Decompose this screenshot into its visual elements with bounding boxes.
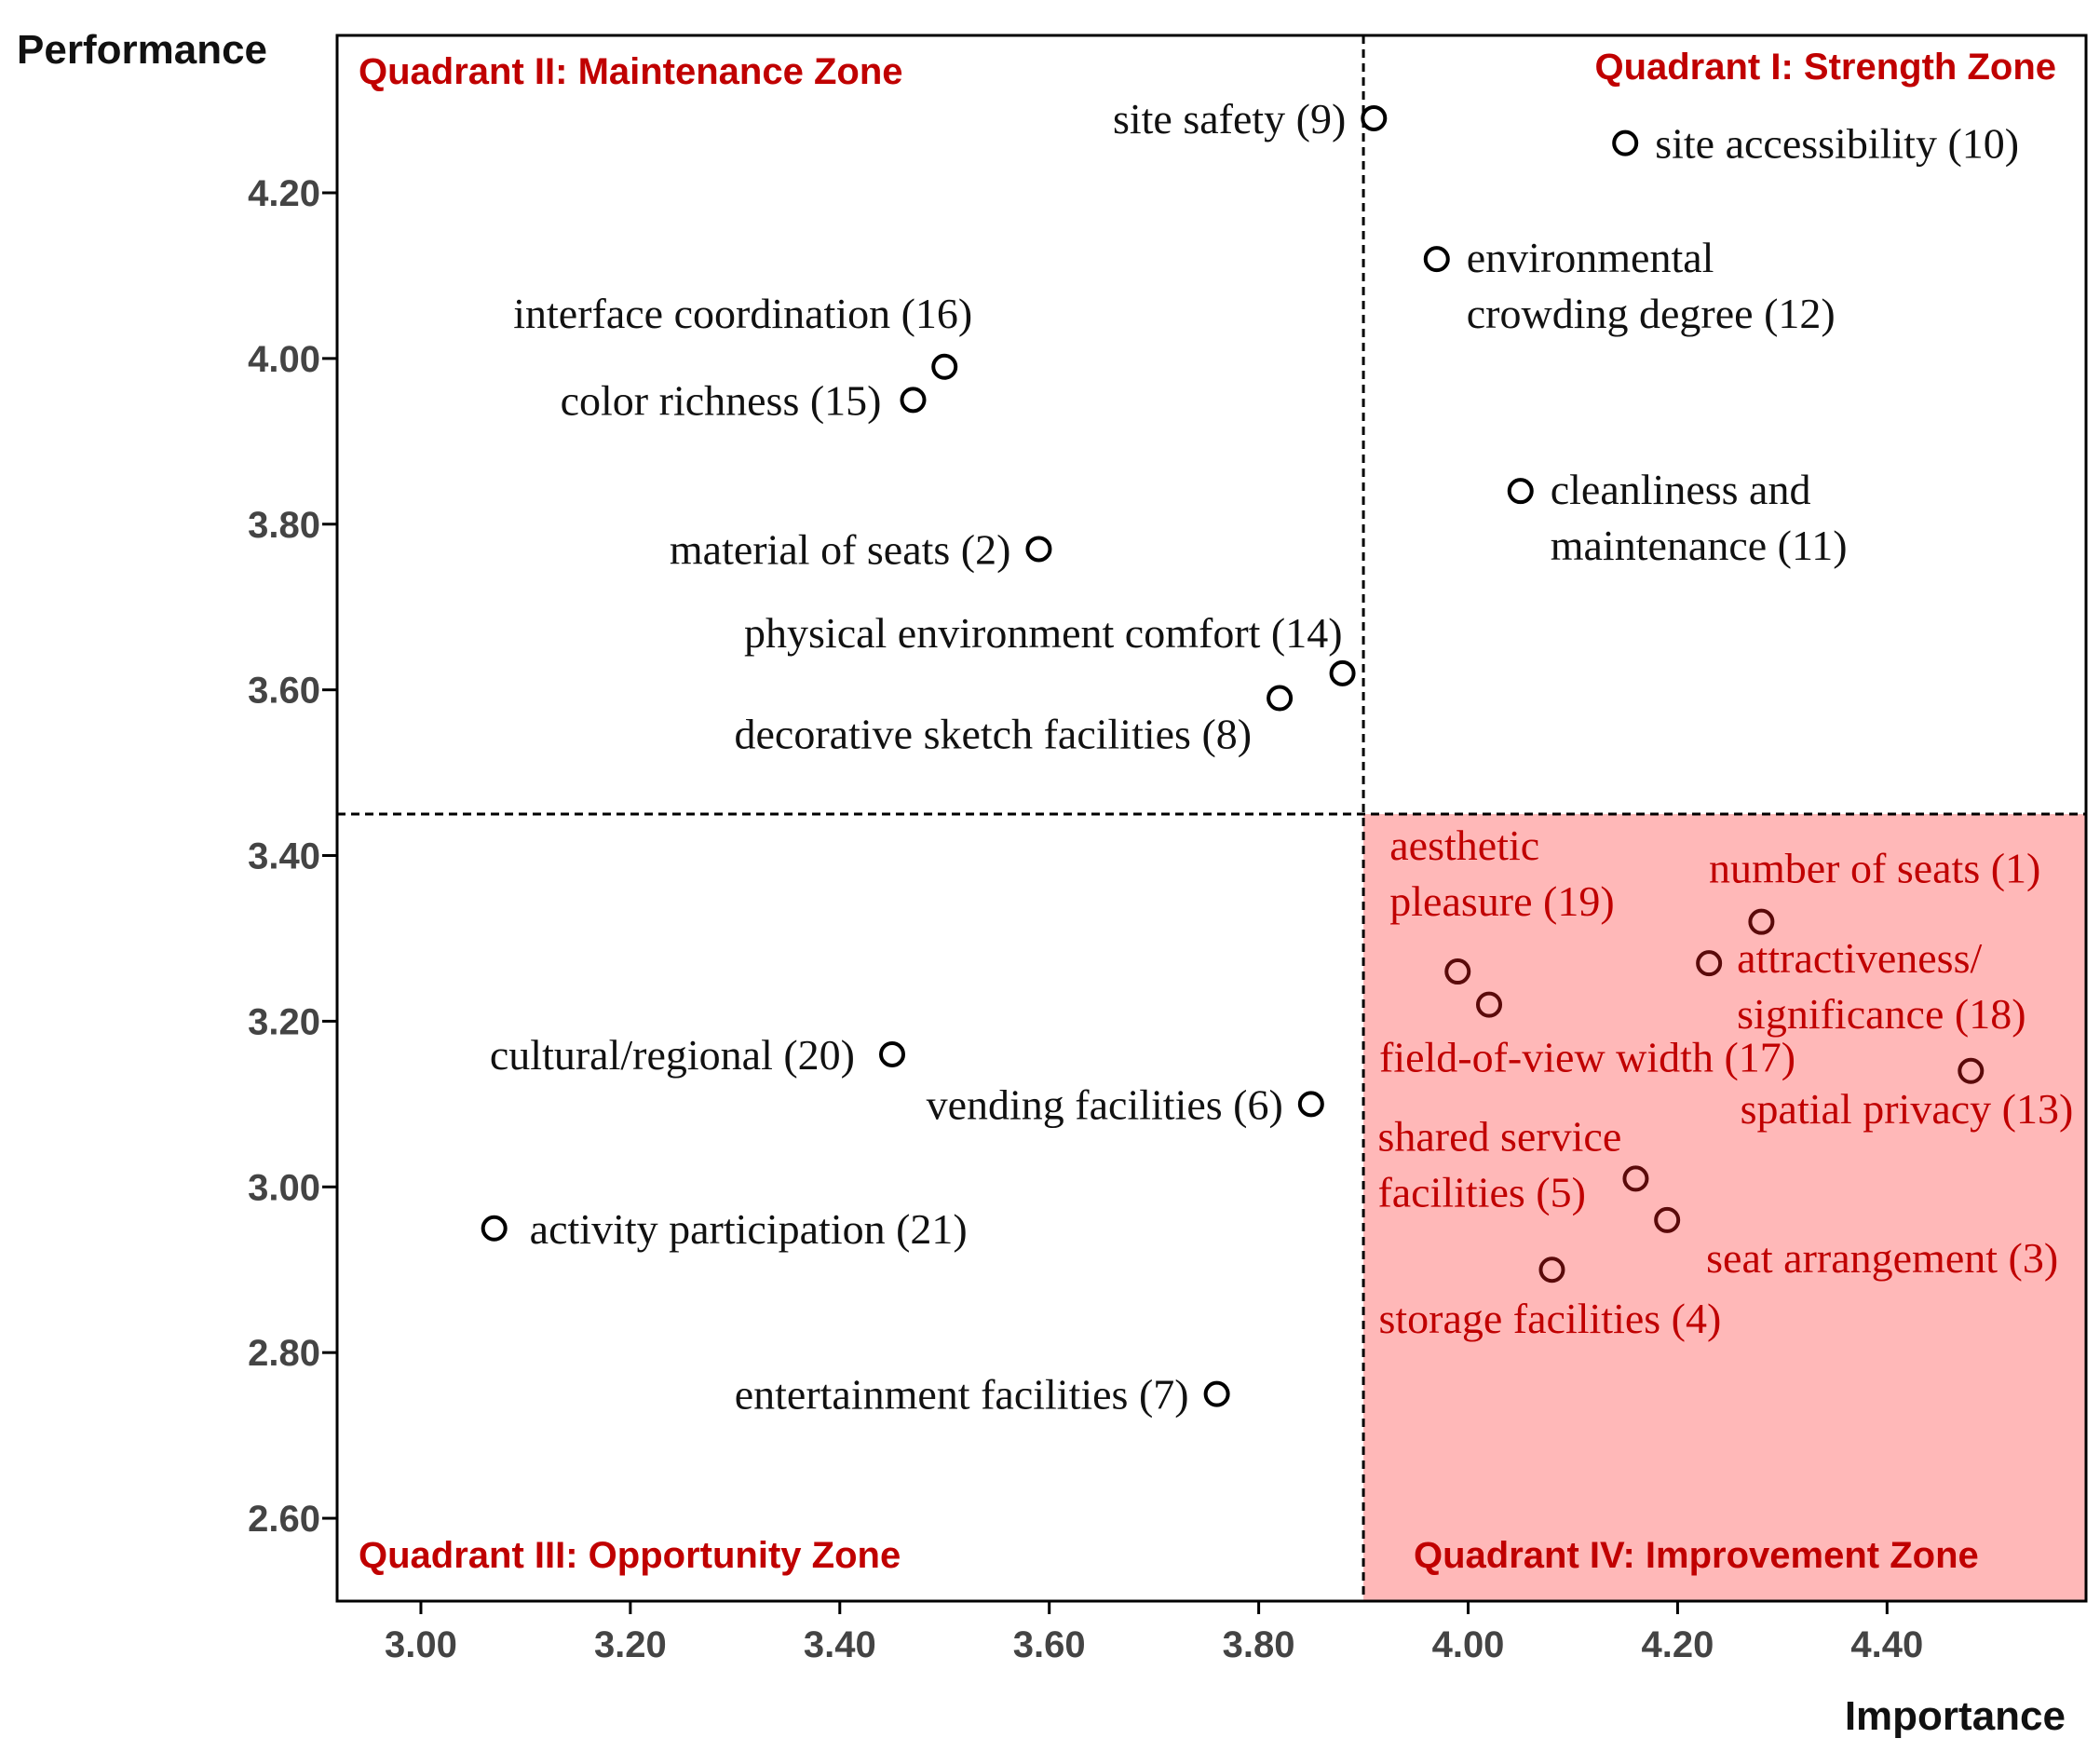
point-label-19: pleasure (19): [1389, 877, 1614, 925]
y-tick-label: 3.40: [248, 836, 320, 877]
point-marker-8: [1267, 685, 1294, 712]
point-label-18: attractiveness/: [1737, 934, 1982, 982]
y-axis-ticks: 2.60 2.80 3.00 3.20 3.40 3.60 3.80 4.00 4.20: [248, 173, 337, 1540]
point-marker-12: [1423, 246, 1450, 273]
point-label-21: activity participation (21): [530, 1205, 968, 1253]
x-tick-label: 4.00: [1432, 1624, 1505, 1665]
point-label-7: entertainment facilities (7): [735, 1371, 1189, 1419]
point-marker-16: [931, 353, 958, 380]
point-marker-18: [1696, 950, 1723, 977]
quadrant-iii-label: Quadrant III: Opportunity Zone: [359, 1535, 901, 1576]
point-label-12: environmental: [1467, 234, 1714, 281]
point-label-6: vending facilities (6): [927, 1080, 1283, 1128]
point-marker-4: [1538, 1256, 1565, 1283]
point-label-14: physical environment comfort (14): [744, 609, 1343, 657]
point-label-16: interface coordination (16): [513, 290, 972, 337]
quadrant-i-label: Quadrant I: Strength Zone: [1594, 47, 2056, 88]
point-marker-2: [1025, 536, 1052, 563]
y-tick-label: 3.80: [248, 505, 320, 546]
data-points: number of seats (1) material of seats (2)…: [481, 95, 2074, 1419]
point-label-9: site safety (9): [1113, 95, 1346, 143]
point-marker-15: [900, 387, 927, 414]
x-tick-label: 3.80: [1223, 1624, 1295, 1665]
point-label-15: color richness (15): [561, 376, 882, 424]
x-tick-label: 3.60: [1013, 1624, 1086, 1665]
x-tick-label: 4.40: [1850, 1624, 1923, 1665]
point-label-4: storage facilities (4): [1378, 1295, 1721, 1342]
point-marker-6: [1297, 1091, 1324, 1118]
point-label-18: significance (18): [1737, 990, 2025, 1038]
point-label-19: aesthetic: [1389, 822, 1539, 869]
point-marker-17: [1476, 991, 1503, 1018]
point-label-1: number of seats (1): [1709, 845, 2040, 892]
x-axis-ticks: 3.00 3.20 3.40 3.60 3.80 4.00 4.20 4.40: [385, 1601, 1923, 1665]
y-tick-label: 3.00: [248, 1167, 320, 1208]
point-label-17: field-of-view width (17): [1379, 1034, 1795, 1081]
x-tick-label: 3.00: [385, 1624, 457, 1665]
plot-frame: [335, 34, 2088, 1603]
point-label-12: crowding degree (12): [1467, 290, 1836, 337]
x-tick-label: 3.20: [594, 1624, 667, 1665]
quadrant-ii-label: Quadrant II: Maintenance Zone: [359, 51, 903, 92]
point-label-10: site accessibility (10): [1655, 120, 2019, 168]
point-marker-7: [1203, 1380, 1230, 1407]
point-marker-20: [879, 1040, 906, 1067]
y-tick-label: 4.20: [248, 173, 320, 214]
point-label-8: decorative sketch facilities (8): [735, 711, 1253, 758]
y-axis-title: Performance: [17, 27, 267, 73]
point-marker-14: [1329, 659, 1356, 686]
quadrant-iv-label: Quadrant IV: Improvement Zone: [1414, 1535, 1979, 1576]
y-tick-label: 3.20: [248, 1001, 320, 1042]
y-tick-label: 2.60: [248, 1499, 320, 1540]
point-marker-21: [481, 1215, 508, 1242]
y-tick-label: 2.80: [248, 1333, 320, 1374]
point-marker-10: [1612, 129, 1639, 156]
point-marker-13: [1958, 1057, 1985, 1084]
point-label-13: spatial privacy (13): [1741, 1085, 2074, 1133]
x-axis-title: Importance: [1845, 1693, 2066, 1739]
x-tick-label: 4.20: [1641, 1624, 1714, 1665]
point-marker-11: [1507, 478, 1534, 505]
point-marker-1: [1748, 908, 1775, 935]
point-marker-5: [1622, 1165, 1649, 1192]
point-label-5: shared service: [1377, 1112, 1621, 1160]
point-label-20: cultural/regional (20): [490, 1031, 855, 1079]
point-label-11: cleanliness and: [1551, 466, 1811, 513]
point-marker-9: [1361, 104, 1388, 131]
point-marker-19: [1444, 958, 1471, 985]
point-marker-3: [1654, 1206, 1681, 1233]
point-label-11: maintenance (11): [1551, 522, 1848, 569]
quadrant-iv-highlight: [1363, 814, 2086, 1601]
point-label-5: facilities (5): [1377, 1168, 1586, 1216]
x-tick-label: 3.40: [804, 1624, 876, 1665]
y-tick-label: 4.00: [248, 339, 320, 380]
point-label-2: material of seats (2): [670, 525, 1011, 573]
point-label-3: seat arrangement (3): [1706, 1234, 2058, 1282]
y-tick-label: 3.60: [248, 671, 320, 712]
